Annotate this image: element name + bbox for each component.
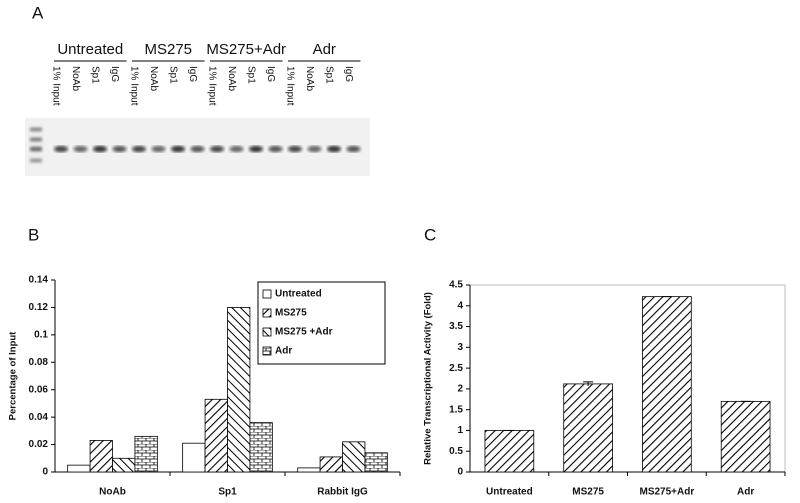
lane-label: NoAb bbox=[304, 66, 315, 91]
legend-label: Adr bbox=[275, 346, 292, 357]
y-tick-label: 4.5 bbox=[449, 280, 463, 291]
bar bbox=[364, 452, 388, 473]
legend-label: Untreated bbox=[275, 289, 322, 300]
lane-label: Sp1 bbox=[167, 66, 178, 84]
group-label: Adr bbox=[313, 41, 336, 58]
gel-band bbox=[268, 145, 283, 153]
y-tick-label: 0.1 bbox=[34, 329, 48, 340]
lane-label: 1% Input bbox=[206, 66, 217, 106]
gel-band bbox=[327, 145, 341, 153]
gel-ladder bbox=[30, 128, 42, 162]
y-tick-label: 1 bbox=[457, 425, 463, 436]
group-label: MS275+Adr bbox=[206, 41, 286, 58]
y-tick-label: 3 bbox=[457, 342, 463, 353]
lane-label: Sp1 bbox=[89, 66, 100, 84]
gel-band bbox=[132, 145, 146, 153]
bar bbox=[112, 457, 136, 473]
y-tick-label: 2 bbox=[457, 384, 463, 395]
lane-label: 1% Input bbox=[128, 66, 139, 106]
gel-band bbox=[288, 145, 302, 153]
bar bbox=[720, 400, 771, 473]
legend-swatch bbox=[262, 346, 272, 356]
y-axis-label: Percentage of Input bbox=[8, 331, 19, 421]
x-tick-label: Adr bbox=[737, 487, 754, 498]
bar bbox=[342, 441, 366, 473]
y-tick-label: 0.02 bbox=[29, 439, 49, 450]
y-axis-label: Relative Transcriptional Activity (Fold) bbox=[423, 292, 434, 465]
bar bbox=[319, 456, 343, 473]
gel-band bbox=[151, 145, 166, 153]
gel-band bbox=[171, 145, 185, 153]
lane-label: Sp1 bbox=[323, 66, 334, 84]
y-tick-label: 0 bbox=[457, 467, 463, 478]
x-tick-label: Untreated bbox=[486, 487, 533, 498]
y-tick-label: 0.06 bbox=[29, 384, 49, 395]
lane-label: IgG bbox=[187, 66, 198, 82]
panel-label: C bbox=[424, 225, 436, 244]
lane-label: NoAb bbox=[226, 66, 237, 91]
group-label: Untreated bbox=[57, 41, 123, 58]
y-tick-label: 3.5 bbox=[449, 321, 463, 332]
bar bbox=[484, 430, 535, 473]
gel-band bbox=[93, 145, 107, 153]
legend-swatch bbox=[262, 289, 272, 299]
gel-band bbox=[112, 145, 127, 153]
legend-label: MS275 bbox=[275, 308, 307, 319]
panel-label: A bbox=[32, 3, 44, 22]
lane-label: NoAb bbox=[148, 66, 159, 91]
gel bbox=[54, 145, 361, 153]
legend-label: MS275 +Adr bbox=[275, 327, 333, 338]
bar bbox=[67, 464, 91, 473]
bar bbox=[204, 398, 228, 473]
gel-band bbox=[307, 145, 322, 153]
bar bbox=[134, 435, 158, 473]
bar bbox=[563, 383, 613, 473]
group-label: MS275 bbox=[144, 41, 192, 58]
gel-band bbox=[210, 145, 224, 153]
legend-swatch bbox=[262, 327, 272, 337]
lane-label: IgG bbox=[343, 66, 354, 82]
x-tick-label: MS275+Adr bbox=[640, 487, 695, 498]
bar bbox=[182, 442, 206, 473]
x-tick-label: Rabbit IgG bbox=[317, 487, 368, 498]
x-tick-label: Sp1 bbox=[218, 487, 237, 498]
x-tick-label: MS275 bbox=[572, 487, 604, 498]
bar bbox=[89, 440, 113, 473]
bar bbox=[642, 296, 692, 473]
y-tick-label: 2.5 bbox=[449, 363, 463, 374]
legend-box bbox=[257, 281, 386, 365]
gel-band bbox=[73, 145, 88, 153]
bar bbox=[249, 422, 273, 473]
y-tick-label: 0.5 bbox=[449, 446, 463, 457]
gel-band bbox=[346, 145, 361, 153]
bar bbox=[227, 307, 251, 473]
legend-swatch bbox=[262, 308, 272, 318]
bar bbox=[297, 467, 321, 473]
y-tick-label: 0.04 bbox=[29, 412, 49, 423]
lane-label: Sp1 bbox=[245, 66, 256, 84]
panel-label: B bbox=[28, 225, 39, 244]
y-tick-label: 0 bbox=[42, 467, 48, 478]
y-tick-label: 4 bbox=[457, 300, 463, 311]
lane-label: IgG bbox=[265, 66, 276, 82]
gel-band bbox=[54, 145, 68, 153]
y-tick-label: 0.08 bbox=[29, 357, 49, 368]
gel-band bbox=[229, 145, 244, 153]
lane-label: 1% Input bbox=[284, 66, 295, 106]
gel-band bbox=[249, 145, 263, 153]
y-tick-label: 1.5 bbox=[449, 404, 463, 415]
x-tick-label: NoAb bbox=[99, 487, 126, 498]
gel-band bbox=[190, 145, 205, 153]
y-tick-label: 0.14 bbox=[29, 275, 49, 286]
error-bar bbox=[583, 381, 594, 386]
lane-label: IgG bbox=[109, 66, 120, 82]
lane-label: NoAb bbox=[70, 66, 81, 91]
lane-label: 1% Input bbox=[50, 66, 61, 106]
y-tick-label: 0.12 bbox=[29, 302, 49, 313]
